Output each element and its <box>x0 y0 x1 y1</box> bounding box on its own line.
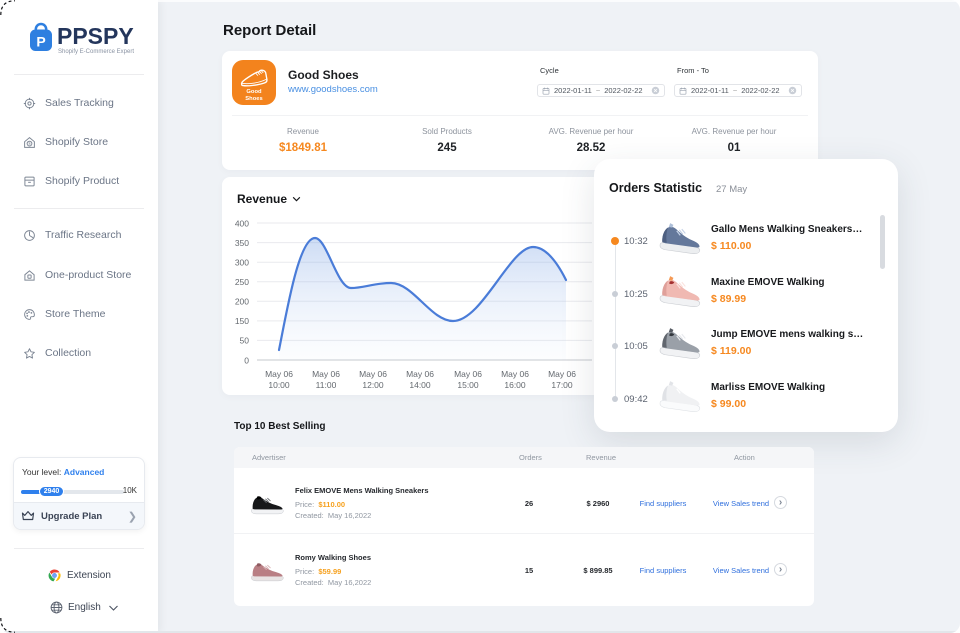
svg-text:May 06: May 06 <box>406 369 434 379</box>
svg-text:400: 400 <box>235 219 249 229</box>
svg-text:May 06: May 06 <box>265 369 293 379</box>
svg-text:200: 200 <box>235 297 249 307</box>
svg-text:10:00: 10:00 <box>268 380 290 390</box>
svg-text:May 06: May 06 <box>548 369 576 379</box>
svg-text:11:00: 11:00 <box>316 380 337 390</box>
svg-text:P: P <box>36 34 45 50</box>
svg-text:50: 50 <box>240 336 250 346</box>
svg-text:May 06: May 06 <box>312 369 340 379</box>
svg-text:12:00: 12:00 <box>362 380 384 390</box>
svg-text:16:00: 16:00 <box>504 380 526 390</box>
svg-text:300: 300 <box>235 258 249 268</box>
svg-text:14:00: 14:00 <box>409 380 431 390</box>
svg-text:150: 150 <box>235 316 249 326</box>
svg-text:250: 250 <box>235 277 249 287</box>
svg-text:17:00: 17:00 <box>551 380 573 390</box>
svg-text:May 06: May 06 <box>359 369 387 379</box>
svg-text:350: 350 <box>235 238 249 248</box>
svg-text:Shoes: Shoes <box>245 96 262 102</box>
svg-text:Good: Good <box>246 89 262 95</box>
svg-text:May 06: May 06 <box>454 369 482 379</box>
svg-text:May 06: May 06 <box>501 369 529 379</box>
svg-text:$: $ <box>28 141 31 146</box>
svg-text:0: 0 <box>244 356 249 366</box>
svg-text:15:00: 15:00 <box>457 380 479 390</box>
